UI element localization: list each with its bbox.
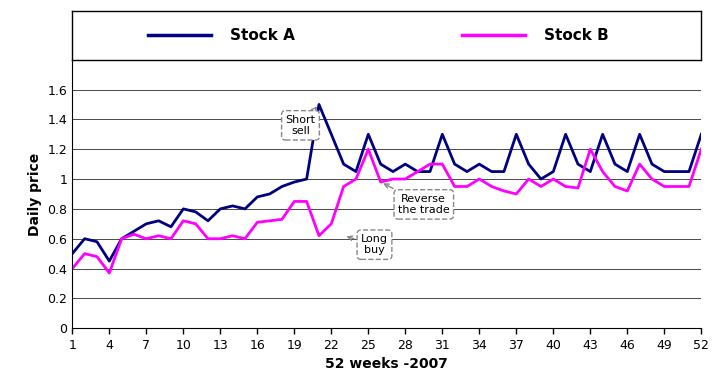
Text: Stock A: Stock A <box>230 28 294 43</box>
Stock B <box>105 271 114 275</box>
Stock B <box>697 147 706 151</box>
Stock B <box>302 199 311 204</box>
Stock B <box>364 147 372 151</box>
Line: Stock A: Stock A <box>72 104 701 261</box>
Stock A <box>389 169 398 174</box>
Stock A <box>68 251 77 256</box>
Text: Long
buy: Long buy <box>348 234 388 256</box>
Stock B <box>475 177 484 181</box>
Stock B <box>68 266 77 271</box>
Text: Reverse
the trade: Reverse the trade <box>385 184 450 215</box>
Stock B <box>389 177 398 181</box>
Stock A <box>129 229 138 233</box>
Stock A <box>697 132 706 137</box>
Text: Short
sell: Short sell <box>286 107 316 136</box>
Stock B <box>500 189 508 193</box>
Y-axis label: Daily price: Daily price <box>28 152 42 236</box>
Stock A <box>475 162 484 166</box>
Stock A <box>315 102 323 107</box>
Stock B <box>426 162 435 166</box>
Stock B <box>129 232 138 236</box>
Stock A <box>302 177 311 181</box>
Stock A <box>426 169 435 174</box>
Line: Stock B: Stock B <box>72 149 701 273</box>
Text: Stock B: Stock B <box>544 28 609 43</box>
Stock A <box>500 169 508 174</box>
Stock A <box>105 259 114 263</box>
X-axis label: 52 weeks -2007: 52 weeks -2007 <box>325 357 448 371</box>
